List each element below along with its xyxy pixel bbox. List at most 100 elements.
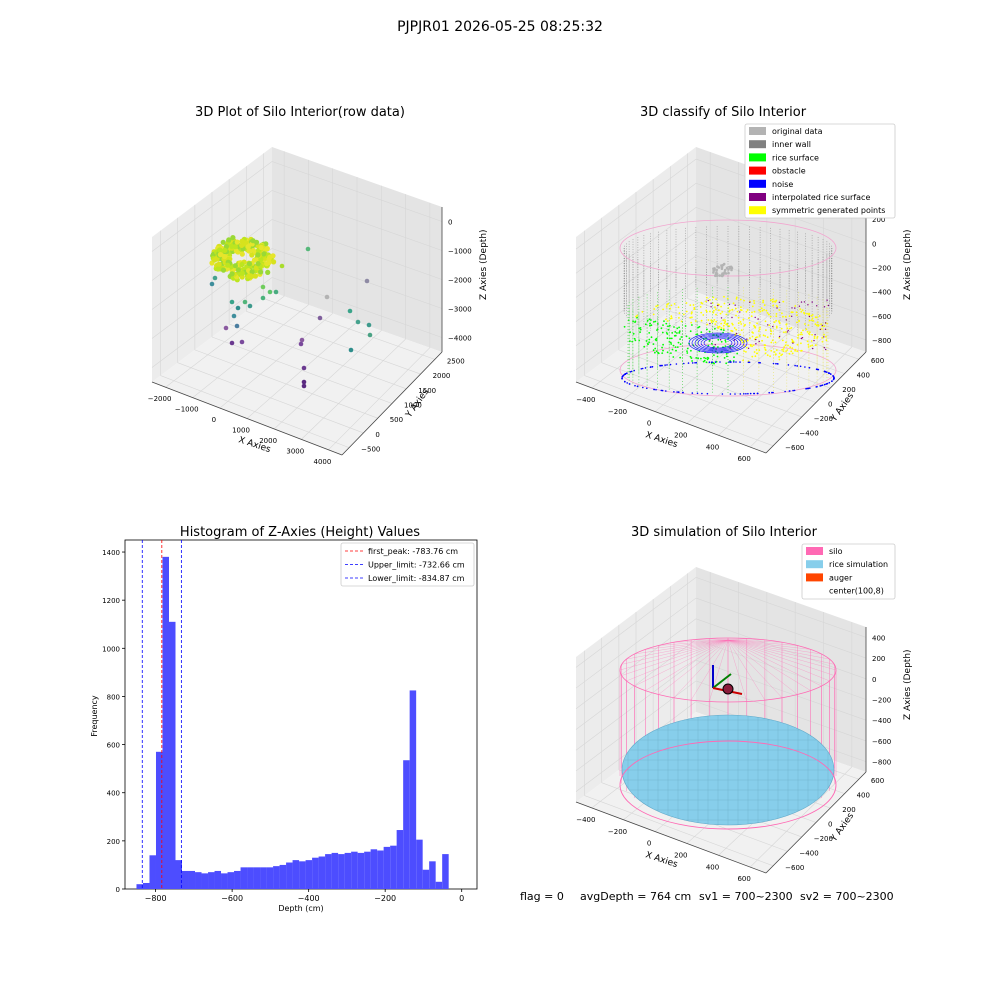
panel2-surface-point [759, 326, 761, 329]
panel2-surface-point [780, 327, 783, 330]
panel2-surface-point [765, 329, 767, 331]
panel1-data-point [347, 308, 353, 314]
panel2-surface-point [735, 314, 737, 317]
panel1-data-point [234, 323, 240, 329]
panel4-ytick-label: 600 [871, 777, 884, 785]
panel1-ytick-label: 2500 [447, 357, 465, 365]
panel2-surface-point [705, 300, 707, 303]
panel2-surface-point [775, 299, 778, 302]
panel2-surface-point [783, 331, 785, 334]
panel2-surface-point [670, 315, 673, 318]
panel2-interpolated-point [734, 304, 736, 306]
panel2-surface-point [781, 312, 783, 315]
panel1-data-point [366, 322, 372, 328]
panel4-silo-roof-strut [645, 639, 729, 650]
panel2-noise-point [825, 383, 827, 385]
panel2-interpolated-point [801, 337, 804, 339]
panel1-grid-y [160, 375, 350, 448]
panel2-interpolated-point [786, 331, 789, 333]
panel2-surface-point [623, 325, 626, 328]
panel2-surface-point [697, 357, 700, 360]
panel2-noise-point [749, 392, 752, 395]
panel2-surface-point [740, 329, 743, 331]
panel4-silo-roof-strut [727, 639, 783, 643]
panel4-grid-z [695, 659, 867, 721]
panel2-surface-point [775, 326, 778, 329]
panel2-surface-point [820, 323, 822, 326]
panel2-interpolated-point [807, 304, 809, 306]
panel2-noise-point [641, 367, 644, 370]
panel1-ztick-label: −1000 [448, 248, 472, 256]
panel2-surface-point [791, 347, 794, 349]
panel4-ztick-label: 200 [872, 655, 885, 663]
panel2-zlabel: Z Axies (Depth) [903, 229, 913, 300]
panel1-data-point [239, 274, 245, 280]
panel4-grid-z [575, 659, 697, 751]
panel2-surface-point [785, 341, 787, 344]
panel4-ylabel: Y Axies [829, 811, 857, 844]
panel2-floor-pane [576, 292, 866, 453]
panel2-noise-swirl [697, 335, 739, 351]
panel2-surface-point [807, 346, 810, 348]
panel2-surface-point [667, 302, 670, 305]
panel2-surface-point [760, 307, 763, 310]
panel2-surface-point [770, 332, 772, 335]
panel2-noise-point [799, 365, 802, 368]
panel4-silo-roof-strut [727, 639, 811, 691]
panel2-surface-point [720, 327, 723, 329]
panel2-surface-point [700, 319, 703, 322]
panel2-surface-point [743, 324, 746, 327]
panel2-interpolated-point [787, 329, 789, 332]
panel2-surface-point [806, 340, 809, 343]
panel2-noise-point [624, 373, 626, 375]
panel2-surface-point [723, 357, 726, 359]
panel3-histogram-bar [234, 870, 241, 889]
panel4-silo-roof-strut [621, 639, 729, 676]
panel2-surface-point [763, 304, 766, 307]
panel4-silo-roof-strut [709, 639, 729, 702]
panel2-legend-swatch [749, 206, 766, 215]
panel2-surface-point [715, 308, 717, 311]
panel2-surface-point [754, 355, 757, 358]
panel2-surface-point [820, 328, 823, 330]
panel2-surface-point [755, 352, 758, 355]
panel2-noise-point [796, 365, 798, 367]
panel1-data-point [216, 261, 222, 267]
panel2-noise-point [644, 367, 647, 369]
panel2-surface-point [707, 357, 710, 360]
panel2-noise-point [701, 392, 703, 395]
panel1-ytick-label: 2000 [433, 372, 451, 380]
panel3-ytick-label: 1200 [102, 597, 120, 605]
panel2-surface-point [639, 331, 641, 333]
panel3-ytick-label: 0 [116, 886, 120, 894]
panel2-surface-point [670, 352, 672, 354]
panel2-original-point [720, 274, 724, 277]
panel2-surface-point [685, 335, 688, 338]
panel2-surface-point [692, 304, 695, 306]
panel4-grid-y [584, 795, 774, 867]
panel2-surface-point [699, 306, 702, 308]
panel-simulation-3d: 3D simulation of Silo Interior −400 −200 0… [575, 525, 913, 883]
panel2-interpolated-point [728, 303, 731, 306]
panel2-surface-point [691, 316, 693, 319]
panel2-surface-point [733, 356, 735, 359]
panel2-surface-point [724, 320, 727, 323]
panel2-legend-label: inner wall [772, 140, 811, 149]
panel2-surface-point [753, 300, 755, 302]
panel2-noise-point [828, 372, 830, 375]
panel4-legend: silo rice simulation auger center(100,8) [801, 543, 896, 600]
panel2-interpolated-point [778, 335, 781, 338]
panel2-surface-point [734, 307, 737, 310]
panel2-surface-point [821, 336, 824, 339]
panel3-histogram-bar [403, 760, 410, 889]
panel2-grid-y [670, 311, 845, 374]
panel2-original-point [715, 268, 719, 272]
panel2-original-point [727, 268, 730, 271]
panel2-surface-point [800, 331, 803, 334]
panel2-ztick-label: −600 [872, 313, 891, 321]
panel2-noise-point [828, 381, 831, 384]
panel2-surface-point [751, 305, 754, 308]
panel3-histogram-bar [136, 884, 143, 889]
panel2-surface-point [660, 327, 663, 330]
